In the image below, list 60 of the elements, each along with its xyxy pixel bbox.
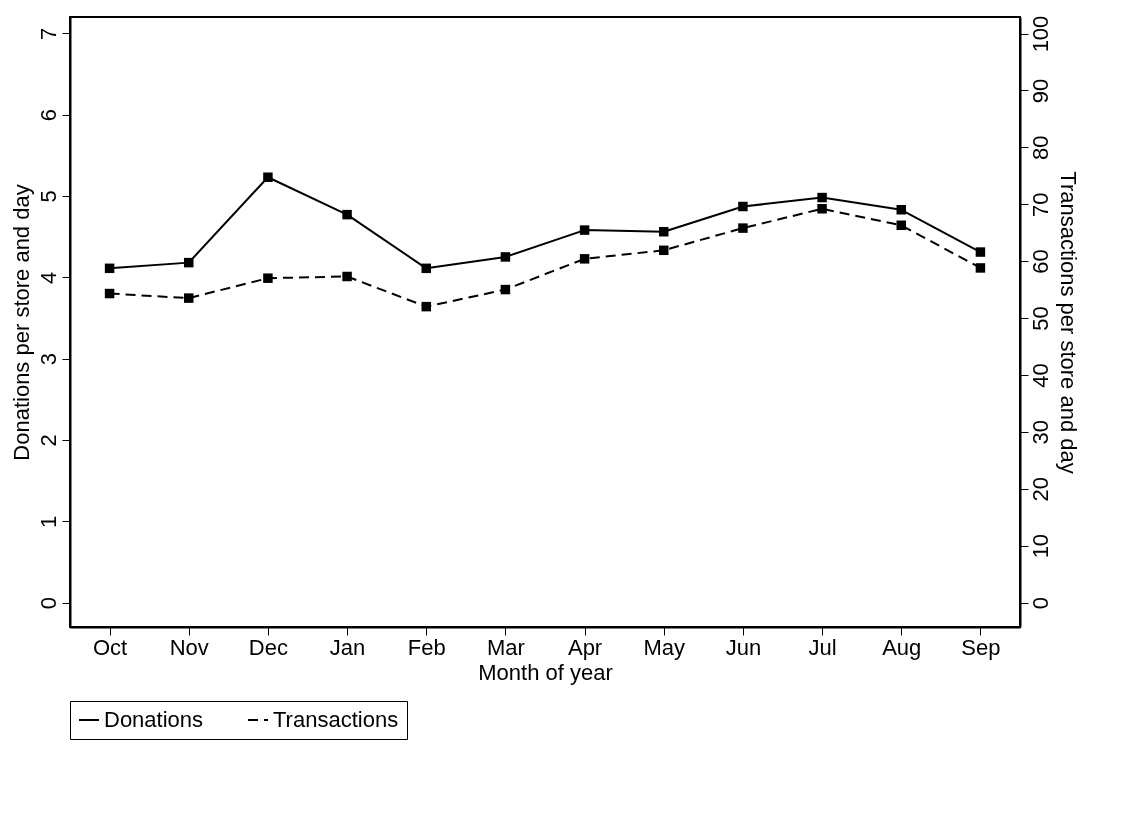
x-tick-label: Jan [329, 634, 366, 660]
y2-tick-label: 0 [1027, 596, 1053, 610]
point [975, 247, 986, 257]
x-tick-label: Oct [92, 634, 128, 660]
point [184, 293, 194, 303]
point [817, 204, 827, 214]
point [342, 209, 352, 220]
x-tick-label: Dec [248, 634, 288, 660]
point [421, 263, 431, 274]
point [263, 273, 273, 283]
y2-tick-label: 30 [1027, 420, 1053, 445]
x-tick-label: Jun [725, 634, 762, 660]
x-tick-label: Jul [808, 634, 837, 660]
y2-tick-label: 80 [1027, 135, 1053, 161]
x-tick-label: Sep [961, 634, 1001, 660]
x-tick-label: Nov [169, 634, 209, 660]
point [896, 205, 906, 215]
point [659, 226, 669, 237]
y-tick-label: 0 [35, 596, 61, 610]
point [500, 284, 511, 295]
legend-label: Transactions [273, 707, 399, 732]
x-tick-label: Mar [486, 634, 525, 660]
legend-label: Donations [104, 707, 204, 732]
y-tick-label: 4 [35, 271, 61, 284]
point [579, 254, 590, 264]
y2-tick-label: 100 [1027, 15, 1053, 53]
point [817, 192, 827, 203]
point [104, 288, 115, 299]
point [659, 245, 669, 256]
y2-tick-label: 60 [1027, 249, 1053, 274]
x-tick-label: Aug [882, 634, 922, 660]
y-axis-title: Donations per store and day [8, 184, 34, 461]
y-tick-label: 7 [35, 27, 61, 40]
y2-tick-label: 90 [1027, 78, 1053, 104]
y-tick-label: 6 [35, 108, 61, 122]
point [896, 220, 906, 231]
point [975, 263, 986, 273]
y2-tick-label: 50 [1027, 306, 1053, 331]
y2-tick-label: 40 [1027, 363, 1053, 388]
point [263, 172, 273, 182]
x-axis-title: Month of year [478, 659, 613, 685]
y2-tick-label: 20 [1027, 476, 1053, 502]
point [104, 263, 115, 274]
y2-axis-title: Transactions per store and day [1055, 171, 1081, 474]
y-tick-label: 5 [35, 190, 61, 203]
point [500, 252, 511, 262]
y2-tick-label: 70 [1027, 192, 1053, 217]
x-tick-label: Feb [407, 634, 446, 660]
point [421, 301, 431, 312]
point [738, 223, 748, 233]
x-tick-label: May [643, 634, 686, 660]
x-tick-label: Apr [567, 634, 603, 660]
point [184, 257, 194, 268]
y-tick-label: 2 [35, 434, 61, 447]
y-tick-label: 3 [35, 352, 61, 366]
point [738, 201, 748, 212]
point [579, 225, 590, 235]
y-tick-label: 1 [35, 515, 61, 528]
y2-tick-label: 10 [1027, 533, 1053, 559]
point [342, 271, 352, 282]
